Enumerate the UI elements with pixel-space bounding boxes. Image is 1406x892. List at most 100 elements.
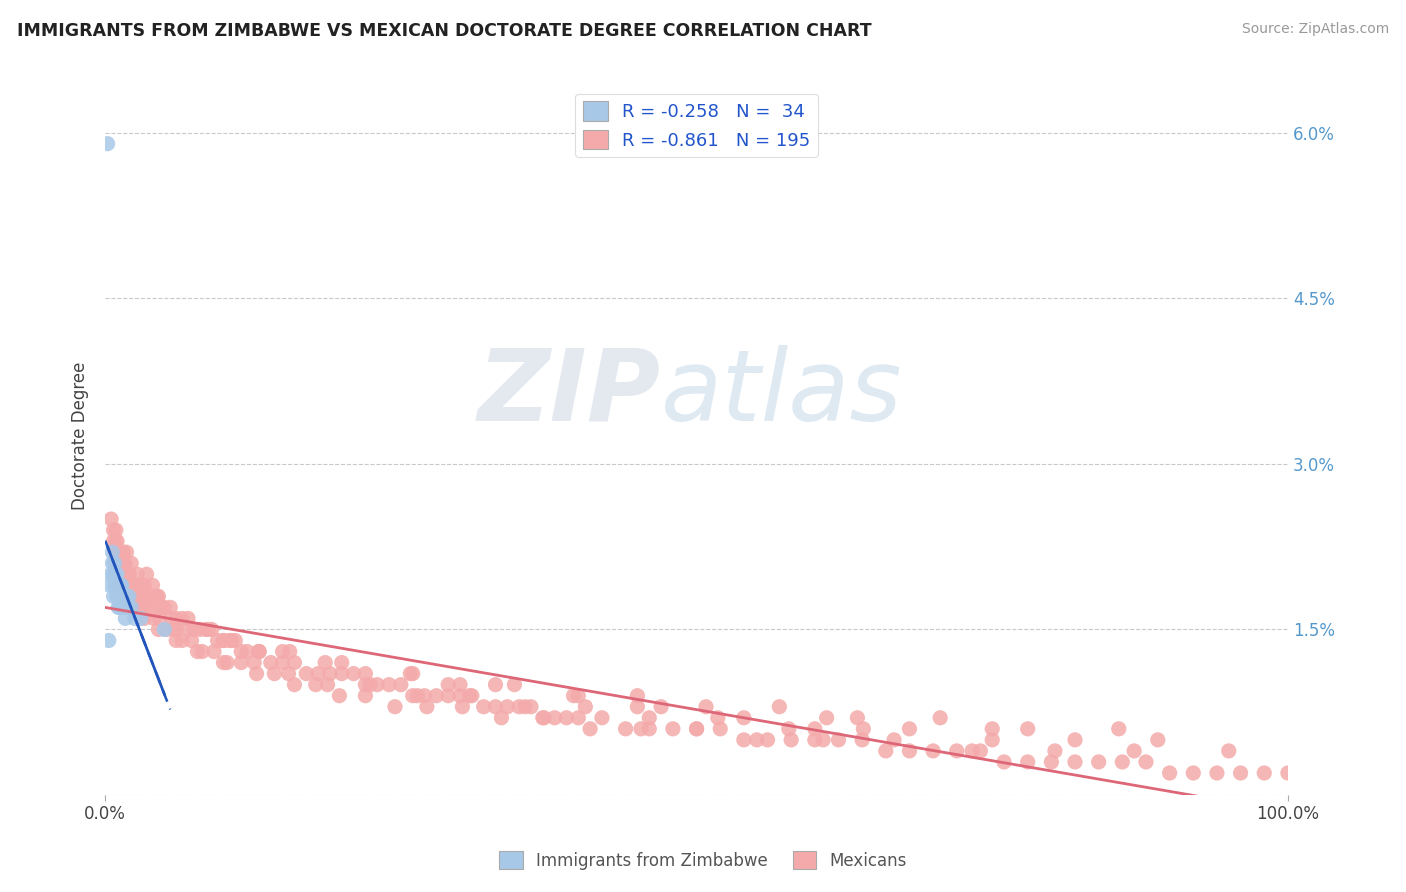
Point [1218,744,1240,758]
Point [1135,755,1157,769]
Point [993,755,1015,769]
Point [110,590,132,604]
Point [1017,722,1039,736]
Point [118,567,141,582]
Point [132,600,155,615]
Point [153,623,176,637]
Point [354,678,377,692]
Point [437,689,460,703]
Point [212,656,235,670]
Point [768,699,790,714]
Point [111,600,134,615]
Point [1146,732,1168,747]
Point [1123,744,1146,758]
Point [224,633,246,648]
Point [207,633,229,648]
Point [110,556,132,570]
Point [100,512,122,526]
Point [945,744,967,758]
Point [804,722,827,736]
Point [110,578,132,592]
Point [101,545,124,559]
Point [314,656,336,670]
Point [413,689,436,703]
Point [104,567,127,582]
Point [1159,766,1181,780]
Point [186,644,208,658]
Point [115,590,138,604]
Point [141,578,163,592]
Point [111,590,134,604]
Point [188,623,211,637]
Point [484,678,506,692]
Point [107,590,129,604]
Point [247,644,270,658]
Point [496,699,519,714]
Point [305,678,328,692]
Point [110,556,132,570]
Point [131,600,153,615]
Point [177,623,200,637]
Point [117,600,139,615]
Point [153,600,176,615]
Point [103,534,125,549]
Point [112,600,135,615]
Point [626,689,648,703]
Point [451,699,474,714]
Point [354,689,377,703]
Point [922,744,945,758]
Point [981,722,1004,736]
Point [159,600,181,615]
Point [120,556,142,570]
Point [125,578,148,592]
Point [851,732,873,747]
Point [278,644,301,658]
Point [108,578,131,592]
Point [555,711,578,725]
Point [172,633,194,648]
Text: atlas: atlas [661,344,903,442]
Point [1043,744,1066,758]
Point [108,545,131,559]
Point [733,711,755,725]
Point [319,666,342,681]
Point [111,556,134,570]
Point [503,678,526,692]
Point [101,556,124,570]
Point [1111,755,1133,769]
Point [1108,722,1130,736]
Point [146,600,169,615]
Point [1087,755,1109,769]
Point [148,590,170,604]
Point [756,732,779,747]
Point [183,623,205,637]
Point [1017,755,1039,769]
Point [883,732,905,747]
Point [118,578,141,592]
Point [107,545,129,559]
Point [231,644,253,658]
Point [236,644,259,658]
Point [124,578,146,592]
Point [127,590,149,604]
Point [425,689,447,703]
Point [402,666,425,681]
Point [129,611,152,625]
Point [107,600,129,615]
Point [120,600,142,615]
Point [929,711,952,725]
Point [283,678,305,692]
Point [406,689,429,703]
Point [846,711,869,725]
Point [531,711,554,725]
Point [103,567,125,582]
Point [733,732,755,747]
Point [103,590,125,604]
Point [852,722,875,736]
Point [778,722,800,736]
Point [104,545,127,559]
Point [875,744,897,758]
Point [156,623,179,637]
Y-axis label: Doctorate Degree: Doctorate Degree [72,362,89,510]
Point [246,666,269,681]
